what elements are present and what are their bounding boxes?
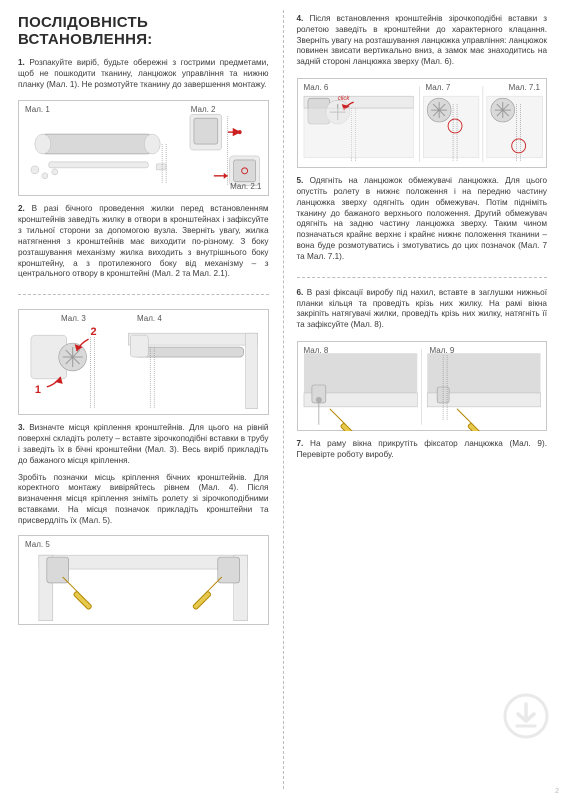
- step-3a-text: 3. Визначте місця кріплення кронштейнів.…: [18, 423, 269, 466]
- step-3a-body: Визначте місця кріплення кронштейнів. Дл…: [18, 423, 269, 464]
- vertical-divider: [283, 10, 284, 789]
- fig4-label: Мал. 4: [137, 314, 162, 323]
- right-mid-divider: [297, 277, 548, 278]
- step-4-body: Після встановлення кронштейнів зірочкопо…: [297, 14, 548, 66]
- figure-6-7-box: Мал. 6 Мал. 7 Мал. 7.1 click: [297, 78, 548, 168]
- fig1-label: Мал. 1: [25, 105, 50, 114]
- step-3b-body: Зробіть позначки місць кріплення бічних …: [18, 473, 269, 525]
- fig71-label: Мал. 7.1: [509, 83, 540, 92]
- watermark-icon: [503, 693, 549, 739]
- fig5-label: Мал. 5: [25, 540, 50, 549]
- step-1-text: 1. Розпакуйте виріб, будьте обережні з г…: [18, 58, 269, 90]
- figure-8-9-box: Мал. 8 Мал. 9: [297, 341, 548, 431]
- fig7-label: Мал. 7: [426, 83, 451, 92]
- num-2: 2: [91, 326, 97, 338]
- step-5-body: Одягніть на ланцюжок обмежувачі ланцюжка…: [297, 176, 548, 261]
- right-column: 4. Після встановлення кронштейнів зірочк…: [283, 0, 565, 799]
- fig8-label: Мал. 8: [304, 346, 329, 355]
- figure-5-box: Мал. 5: [18, 535, 269, 625]
- step-6-body: В разі фіксації виробу під нахил, вставт…: [297, 288, 548, 329]
- figure-3-4-box: Мал. 3 Мал. 4 1 2: [18, 309, 269, 415]
- fig3-label: Мал. 3: [61, 314, 86, 323]
- step-2-body: В разі бічного проведення жилки перед вс…: [18, 204, 269, 278]
- left-column: ПОСЛІДОВНІСТЬ ВСТАНОВЛЕННЯ: 1. Розпакуйт…: [0, 0, 283, 799]
- step-7-text: 7. На раму вікна прикрутіть фіксатор лан…: [297, 439, 548, 461]
- step-4-text: 4. Після встановлення кронштейнів зірочк…: [297, 14, 548, 68]
- left-mid-divider: [18, 294, 269, 295]
- step-7-body: На раму вікна прикрутіть фіксатор ланцюж…: [297, 439, 547, 459]
- step-1-body: Розпакуйте виріб, будьте обережні з гост…: [18, 58, 269, 89]
- page: ПОСЛІДОВНІСТЬ ВСТАНОВЛЕННЯ: 1. Розпакуйт…: [0, 0, 565, 799]
- fig3-4-svg: 1 2: [19, 309, 268, 415]
- fig5-svg: [19, 535, 268, 625]
- fig21-label: Мал. 2.1: [230, 182, 261, 191]
- step-3b-text: Зробіть позначки місць кріплення бічних …: [18, 473, 269, 527]
- page-number: 2: [555, 788, 559, 795]
- fig6-label: Мал. 6: [304, 83, 329, 92]
- step-6-text: 6. В разі фіксації виробу під нахил, вст…: [297, 288, 548, 331]
- fig8-9-svg: [298, 341, 547, 431]
- num-1: 1: [35, 384, 41, 396]
- fig2-label: Мал. 2: [191, 105, 216, 114]
- fig9-label: Мал. 9: [430, 346, 455, 355]
- step-5-text: 5. Одягніть на ланцюжок обмежувачі ланцю…: [297, 176, 548, 263]
- click-label: click: [337, 96, 350, 102]
- page-title: ПОСЛІДОВНІСТЬ ВСТАНОВЛЕННЯ:: [18, 14, 269, 48]
- figure-1-2-box: Мал. 1 Мал. 2 Мал. 2.1: [18, 100, 269, 196]
- step-2-text: 2. В разі бічного проведення жилки перед…: [18, 204, 269, 280]
